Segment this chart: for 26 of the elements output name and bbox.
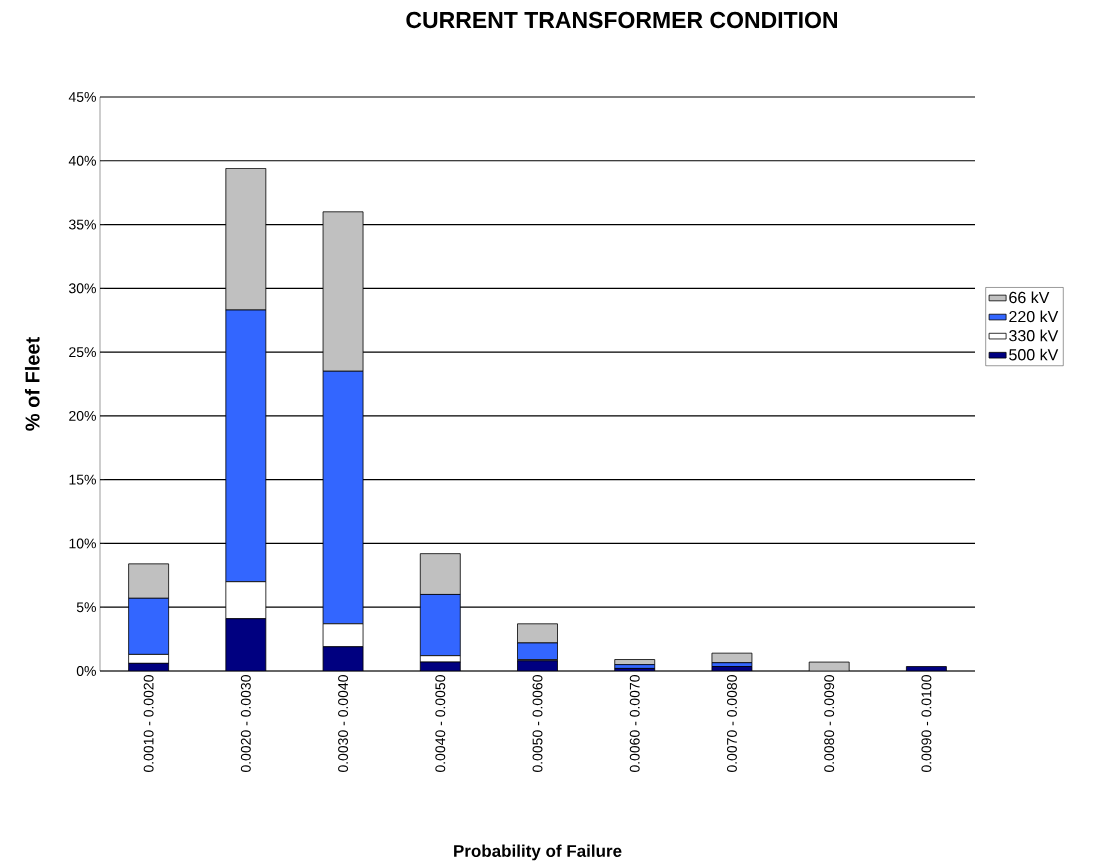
legend-label: 220 kV: [1009, 310, 1059, 323]
y-tick-label: 40%: [68, 155, 96, 166]
legend-label: 330 kV: [1009, 329, 1059, 342]
y-tick-label: 5%: [76, 602, 96, 613]
x-tick-label: 0.0030 - 0.0040: [338, 675, 349, 773]
chart-title: CURRENT TRANSFORMER CONDITION: [406, 11, 837, 29]
x-tick-label: 0.0090 - 0.0100: [921, 675, 932, 773]
x-tick-label: 0.0070 - 0.0080: [726, 675, 737, 773]
x-tick-label: 0.0060 - 0.0070: [629, 675, 640, 773]
x-axis-title: Probability of Failure: [454, 844, 622, 861]
y-tick-label: 30%: [68, 283, 96, 294]
legend-label: 66 kV: [1009, 291, 1050, 304]
x-tick-label: 0.0010 - 0.0020: [143, 675, 154, 773]
y-tick-label: 10%: [69, 538, 96, 549]
y-tick-label: 45%: [68, 92, 96, 102]
x-tick-label: 0.0040 - 0.0050: [435, 675, 446, 773]
x-tick-label: 0.0050 - 0.0060: [532, 675, 543, 773]
legend-label: 500 kV: [1009, 348, 1059, 361]
y-tick-label: 15%: [69, 474, 96, 485]
y-axis-title: % of Fleet: [24, 337, 40, 431]
x-tick-label: 0.0020 - 0.0030: [240, 675, 251, 773]
y-tick-label: 25%: [69, 347, 96, 358]
y-tick-label: 35%: [68, 219, 96, 230]
x-tick-label: 0.0080 - 0.0090: [824, 675, 835, 773]
y-tick-label: 0%: [76, 666, 96, 676]
y-tick-label: 20%: [69, 410, 96, 421]
